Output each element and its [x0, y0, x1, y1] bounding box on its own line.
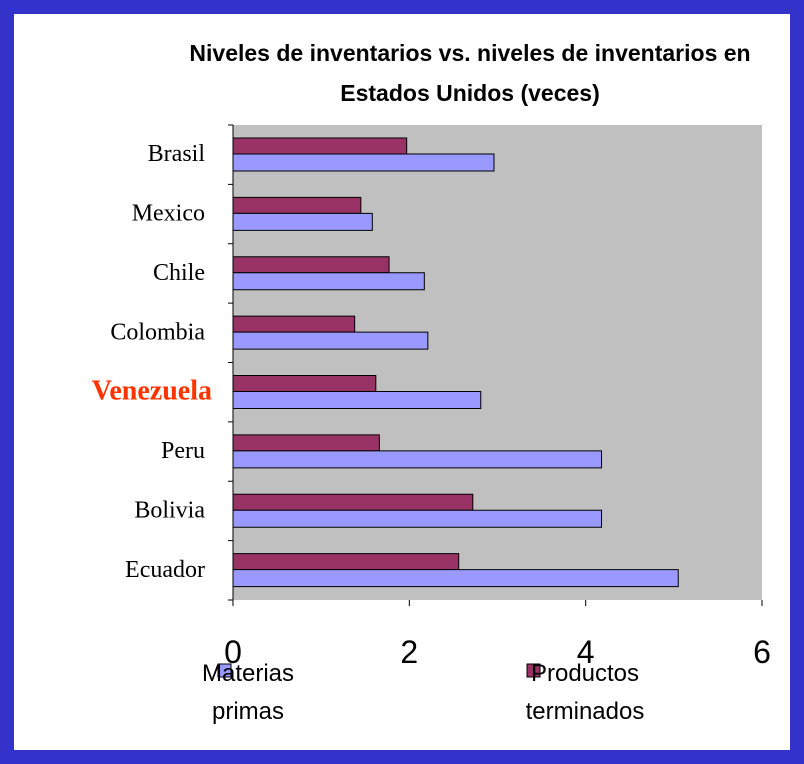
bar — [232, 196, 362, 214]
legend-swatch — [526, 663, 541, 678]
y-tick-label: Colombia — [110, 319, 205, 345]
y-tick-label: Chile — [153, 260, 205, 286]
x-tick-label: 0 — [224, 634, 242, 670]
bar — [232, 391, 482, 409]
y-tick-label: Bolivia — [134, 497, 205, 523]
legend-swatch — [217, 663, 232, 678]
x-tick-label: 2 — [400, 634, 418, 670]
bar — [232, 450, 603, 469]
bar — [232, 569, 679, 588]
bar — [232, 256, 390, 274]
bar — [232, 137, 408, 155]
legend-label: Materias primas — [201, 660, 295, 725]
x-tick-label: 6 — [753, 634, 771, 670]
bar — [232, 509, 603, 528]
bar — [232, 331, 429, 350]
y-tick-label: Ecuador — [125, 557, 205, 583]
bar — [232, 553, 460, 571]
bar — [232, 153, 495, 172]
plot-area — [233, 125, 762, 600]
bar — [232, 434, 380, 452]
bar — [232, 315, 356, 333]
bar — [232, 212, 373, 231]
bar — [232, 375, 377, 392]
y-tick-label: Venezuela — [92, 376, 212, 407]
legend-label: Productos terminados — [525, 660, 645, 725]
bar — [232, 493, 474, 511]
x-tick-label: 4 — [577, 634, 595, 670]
y-tick-label: Mexico — [132, 201, 205, 227]
y-tick-label: Peru — [161, 438, 205, 464]
chart-title: Niveles de inventarios vs. niveles de in… — [189, 40, 751, 106]
y-tick-label: Brasil — [148, 141, 206, 167]
bar — [232, 272, 425, 291]
